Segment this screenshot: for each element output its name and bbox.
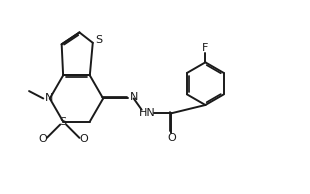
Text: HN: HN [139,108,156,118]
Text: O: O [167,133,176,143]
Text: N: N [130,92,138,102]
Text: F: F [202,43,209,53]
Text: O: O [79,134,88,144]
Text: O: O [38,134,47,144]
Text: S: S [96,36,103,45]
Text: S: S [60,117,67,126]
Text: N: N [45,94,54,103]
